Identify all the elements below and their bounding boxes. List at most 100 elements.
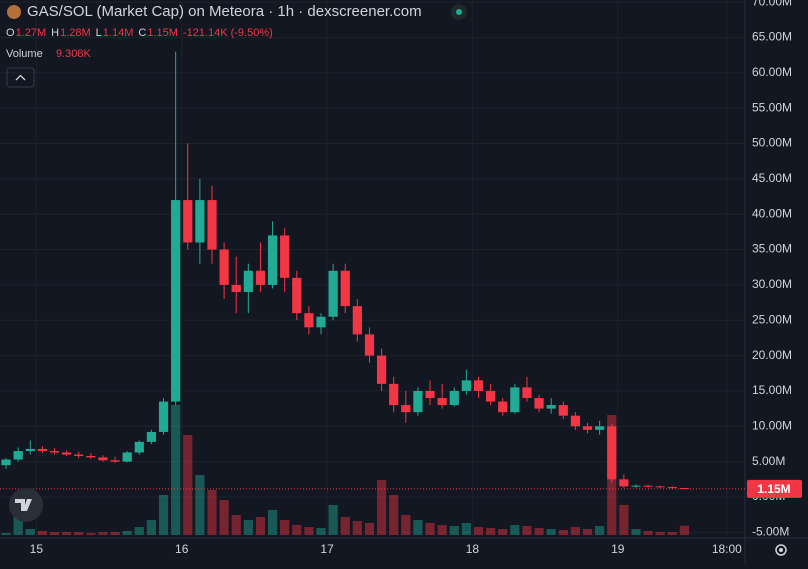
- candle-body: [631, 485, 641, 487]
- volume-bar: [98, 532, 108, 535]
- volume-bar: [619, 505, 629, 535]
- candle-body: [280, 235, 290, 278]
- candle-body: [413, 390, 423, 413]
- candle-body: [510, 387, 520, 413]
- ohlc-change: -121.14K (-9.50%): [183, 27, 273, 39]
- volume-bar: [364, 523, 375, 535]
- candle-body: [558, 405, 568, 416]
- volume-bar: [352, 521, 362, 535]
- candle-body: [534, 398, 544, 409]
- y-tick-label: 10.00M: [752, 418, 792, 432]
- volume-bar: [231, 515, 241, 535]
- volume-bar: [158, 495, 169, 535]
- volume-bar: [195, 475, 205, 535]
- ohlc-key: O: [6, 27, 15, 39]
- volume-bar: [631, 529, 641, 535]
- settings-icon-dot: [779, 548, 783, 552]
- y-tick-label: 5.00M: [752, 454, 785, 468]
- volume-bar: [25, 529, 35, 535]
- volume-bar: [267, 510, 278, 535]
- candle-body: [195, 200, 205, 243]
- volume-bar: [425, 523, 435, 535]
- volume-bar: [510, 525, 520, 535]
- candle-body: [449, 390, 459, 406]
- candle-body: [522, 387, 532, 399]
- candle-body: [437, 398, 447, 406]
- y-tick-label: 30.00M: [752, 277, 792, 291]
- volume-current: 9.308K: [56, 48, 92, 60]
- candle-body: [98, 457, 108, 461]
- volume-bar: [643, 531, 653, 535]
- candle-body: [146, 431, 157, 442]
- candle-body: [595, 426, 605, 430]
- volume-bar: [280, 520, 290, 535]
- volume-bar: [37, 531, 48, 535]
- collapse-icon: [15, 74, 26, 81]
- y-tick-label: 45.00M: [752, 171, 792, 185]
- candle-body: [37, 448, 48, 452]
- volume-bar: [49, 532, 60, 535]
- ohlc-value: 1.14M: [103, 27, 134, 39]
- y-tick-label: 65.00M: [752, 30, 792, 44]
- tv-logo: [15, 499, 32, 511]
- candle-body: [352, 306, 362, 335]
- candle-body: [110, 460, 120, 462]
- volume-bar: [146, 520, 157, 535]
- candle-body: [582, 426, 593, 430]
- candle-body: [292, 277, 302, 314]
- candle-body: [486, 390, 496, 402]
- ohlc-key: C: [138, 27, 146, 39]
- token-logo: [7, 5, 21, 19]
- x-tick-label: 18: [466, 542, 480, 556]
- candle-body: [643, 485, 653, 487]
- x-tick-label: 17: [320, 542, 334, 556]
- candle-body: [340, 270, 350, 307]
- volume-bar: [1, 533, 11, 535]
- candle-body: [255, 270, 266, 285]
- volume-bar: [667, 532, 677, 535]
- volume-bar: [171, 405, 181, 535]
- candle-body: [49, 451, 60, 453]
- candle-body: [231, 284, 241, 292]
- candle-body: [74, 454, 84, 456]
- volume-bar: [534, 528, 544, 535]
- volume-title: Volume: [6, 48, 43, 60]
- collapse-button[interactable]: [6, 67, 35, 88]
- candle-body: [1, 459, 11, 466]
- x-tick-label: 18:00: [712, 542, 742, 556]
- candles: [1, 51, 690, 490]
- volume-bar: [546, 529, 556, 535]
- volume-bar: [134, 527, 144, 535]
- volume-bar: [13, 515, 23, 535]
- volume-bar: [183, 435, 193, 535]
- candle-body: [570, 415, 581, 427]
- candle-body: [86, 455, 96, 458]
- volume-bar: [376, 480, 387, 535]
- last-price-label: 1.15M: [757, 482, 790, 496]
- candle-body: [183, 200, 193, 243]
- y-tick-label: 20.00M: [752, 348, 792, 362]
- volume-bar: [522, 526, 532, 535]
- candle-body: [62, 452, 72, 455]
- x-tick-label: 15: [30, 542, 44, 556]
- candle-body: [25, 448, 35, 452]
- candle-body: [655, 486, 665, 488]
- settings-icon[interactable]: [775, 544, 787, 556]
- volume-bar: [595, 526, 605, 535]
- volume-bar: [304, 527, 314, 535]
- candle-body: [376, 355, 387, 384]
- volume-bar: [86, 533, 96, 535]
- y-tick-label: 35.00M: [752, 242, 792, 256]
- y-tick-label: 40.00M: [752, 206, 792, 220]
- candle-body: [134, 441, 144, 453]
- candle-body: [328, 270, 338, 317]
- candle-body: [219, 249, 229, 285]
- volume-bar: [255, 517, 266, 535]
- volume-bar: [401, 515, 411, 535]
- volume-bar: [122, 531, 132, 535]
- volume-bar: [437, 525, 447, 535]
- candle-body: [243, 270, 253, 292]
